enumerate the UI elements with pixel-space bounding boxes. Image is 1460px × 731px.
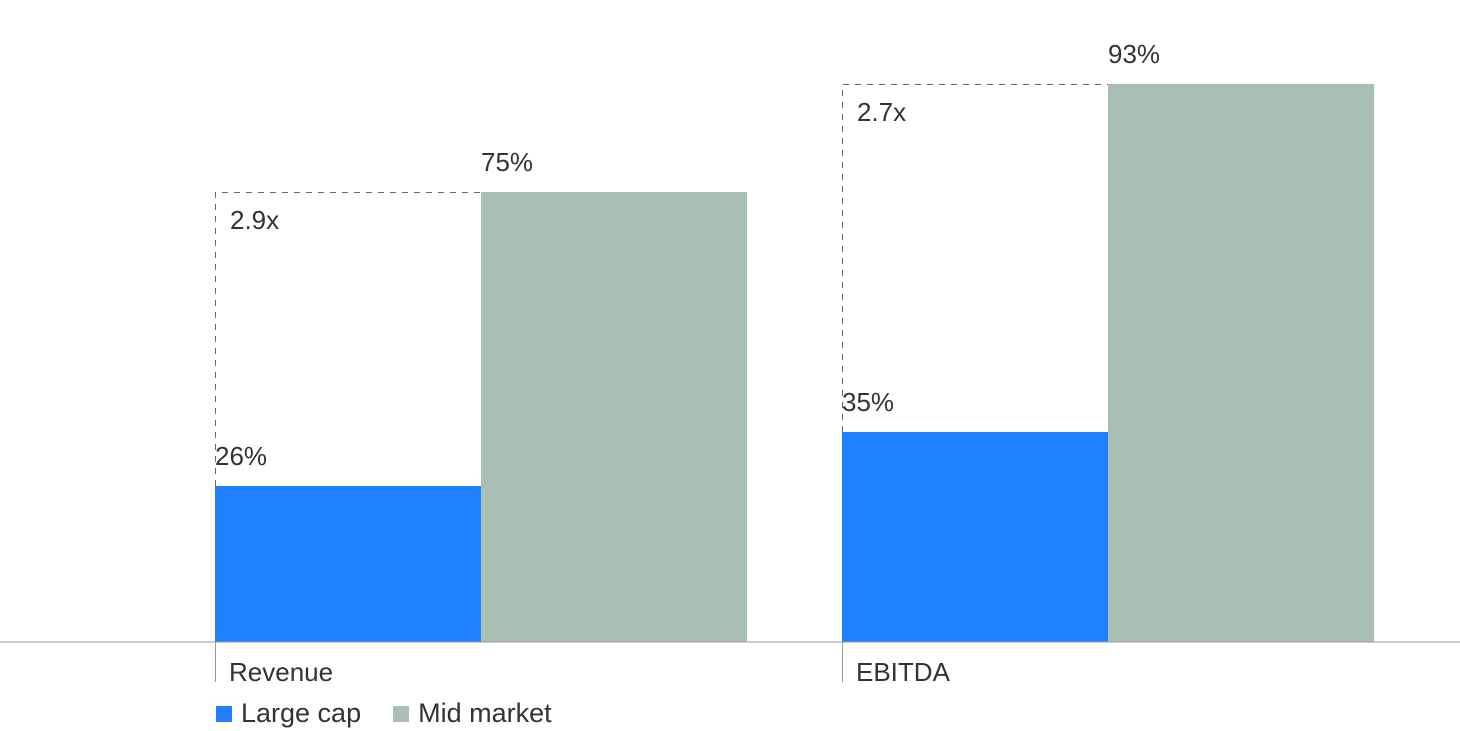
data-label-large-cap-ebitda: 35% xyxy=(842,387,894,417)
category-label-ebitda: EBITDA xyxy=(856,657,951,687)
bar-large-cap-revenue xyxy=(215,486,481,642)
data-label-mid-market-revenue: 75% xyxy=(481,147,533,177)
multiplier-label-revenue: 2.9x xyxy=(230,205,279,235)
annotations-layer: 26% 75% 2.9x 35% 93% 2.7x xyxy=(215,39,1160,486)
legend: Large cap Mid market xyxy=(216,698,584,729)
bar-mid-market-revenue xyxy=(481,192,747,642)
data-label-large-cap-revenue: 26% xyxy=(215,441,267,471)
legend-item-large-cap: Large cap xyxy=(216,698,361,729)
comparison-outline-ebitda xyxy=(842,84,1108,432)
bar-mid-market-ebitda xyxy=(1108,84,1374,642)
data-label-mid-market-ebitda: 93% xyxy=(1108,39,1160,69)
bars-layer xyxy=(215,84,1374,642)
category-labels: Revenue EBITDA xyxy=(215,642,951,687)
multiplier-label-ebitda: 2.7x xyxy=(857,97,906,127)
legend-label-mid-market: Mid market xyxy=(418,698,552,728)
comparison-outline-revenue xyxy=(215,192,481,486)
legend-item-mid-market: Mid market xyxy=(393,698,552,729)
category-label-revenue: Revenue xyxy=(229,657,333,687)
legend-swatch-large-cap xyxy=(216,705,232,722)
legend-label-large-cap: Large cap xyxy=(241,698,362,728)
legend-swatch-mid-market xyxy=(393,705,410,722)
bar-large-cap-ebitda xyxy=(842,432,1108,642)
